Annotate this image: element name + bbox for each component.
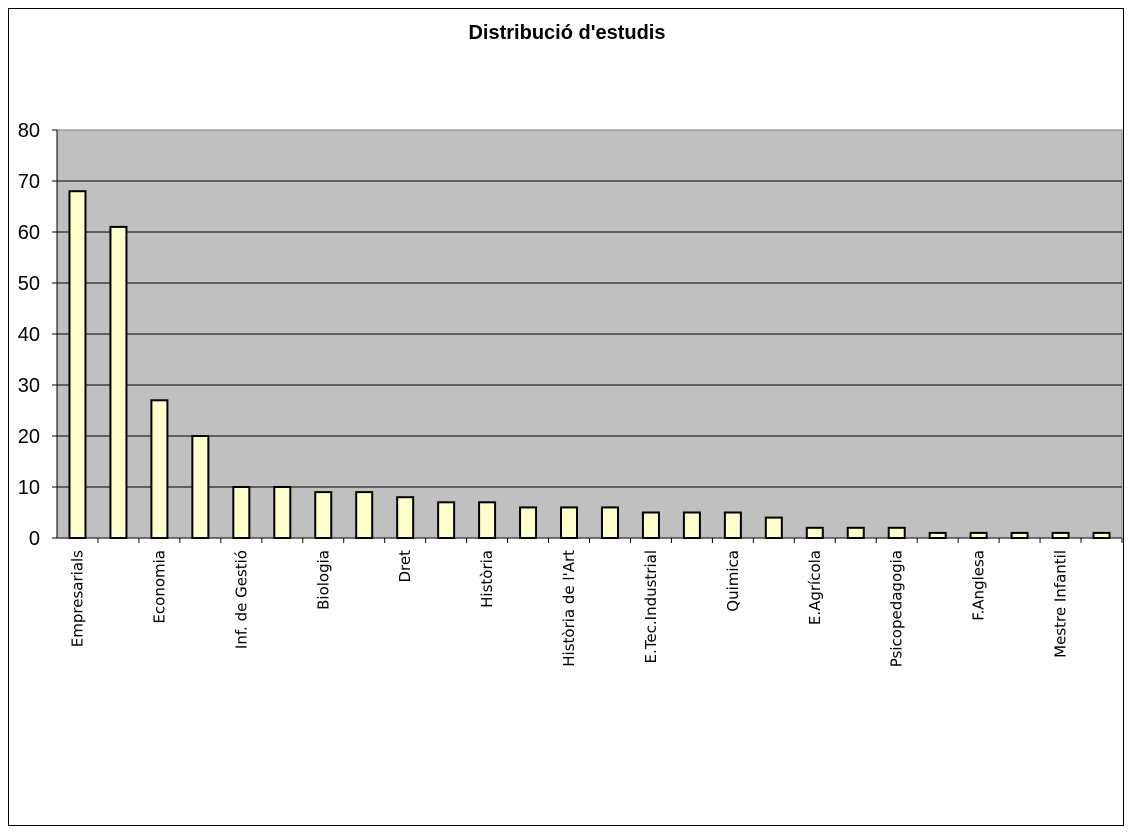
bar xyxy=(1051,531,1070,540)
bar xyxy=(1010,531,1029,540)
y-tick-label: 20 xyxy=(18,426,40,448)
bar xyxy=(1092,531,1111,540)
bar xyxy=(109,225,128,539)
y-tick-label: 50 xyxy=(18,273,40,295)
bar xyxy=(437,501,456,539)
x-tick-label: E.Agrícola xyxy=(806,550,824,625)
x-tick-label: Biologia xyxy=(314,550,332,610)
y-tick-label: 70 xyxy=(18,171,40,193)
bar xyxy=(846,526,865,539)
bar xyxy=(314,491,333,540)
bar xyxy=(600,506,619,539)
bar xyxy=(273,486,292,539)
bar xyxy=(519,506,538,539)
bar xyxy=(887,526,906,539)
x-tick-label: Inf. de Gestió xyxy=(232,550,250,649)
x-tick-label: Economia xyxy=(150,550,168,624)
x-tick-label: Dret xyxy=(396,550,414,583)
bar xyxy=(764,516,783,539)
x-tick-label: Empresarials xyxy=(68,550,86,647)
bar xyxy=(928,531,947,540)
bar xyxy=(723,511,742,539)
bar xyxy=(641,511,660,539)
bar xyxy=(560,506,579,539)
x-tick-label: F.Anglesa xyxy=(970,550,988,621)
y-tick-label: 40 xyxy=(18,324,40,346)
bar xyxy=(68,190,87,539)
x-tick-label: Història de l'Art xyxy=(560,550,578,667)
y-tick-label: 80 xyxy=(18,120,40,142)
x-tick-label: E.Tec.Industrial xyxy=(642,550,660,663)
bar xyxy=(150,399,169,539)
y-tick-label: 30 xyxy=(18,375,40,397)
x-tick-label: Mestre Infantil xyxy=(1052,550,1070,658)
bar xyxy=(969,531,988,540)
bar xyxy=(396,496,415,540)
y-tick-label: 0 xyxy=(29,528,40,550)
bar xyxy=(191,435,210,539)
y-tick-label: 60 xyxy=(18,222,40,244)
bar xyxy=(232,486,251,539)
bar xyxy=(682,511,701,539)
x-tick-label: Quimica xyxy=(724,550,742,612)
x-tick-label: Història xyxy=(478,550,496,608)
y-tick-label: 10 xyxy=(18,477,40,499)
bar xyxy=(355,491,374,540)
x-tick-label: Psicopedagogia xyxy=(888,550,906,667)
chart-title: Distribució d'estudis xyxy=(468,22,666,44)
bar xyxy=(805,526,824,539)
bar xyxy=(478,501,497,539)
